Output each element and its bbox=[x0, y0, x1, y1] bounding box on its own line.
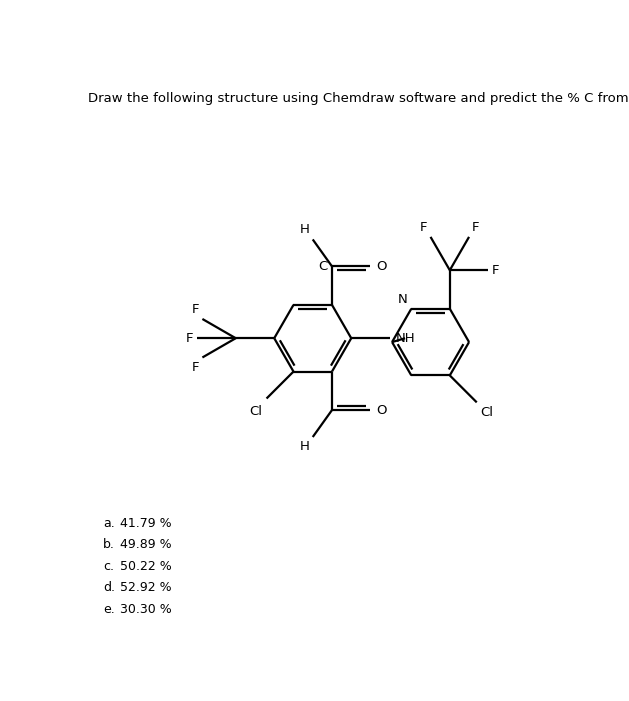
Text: 49.89 %: 49.89 % bbox=[120, 538, 172, 551]
Text: O: O bbox=[377, 260, 387, 273]
Text: Cl: Cl bbox=[481, 406, 494, 419]
Text: F: F bbox=[186, 332, 193, 345]
Text: N: N bbox=[398, 294, 408, 306]
Text: H: H bbox=[300, 224, 309, 236]
Text: F: F bbox=[420, 221, 428, 234]
Text: 52.92 %: 52.92 % bbox=[120, 581, 172, 594]
Text: F: F bbox=[492, 264, 499, 277]
Text: 30.30 %: 30.30 % bbox=[120, 603, 172, 615]
Text: Cl: Cl bbox=[249, 404, 262, 418]
Text: F: F bbox=[192, 303, 199, 316]
Text: b.: b. bbox=[103, 538, 115, 551]
Text: F: F bbox=[192, 360, 199, 374]
Text: O: O bbox=[377, 404, 387, 416]
Text: NH: NH bbox=[396, 332, 416, 345]
Text: 50.22 %: 50.22 % bbox=[120, 559, 172, 573]
Text: H: H bbox=[300, 440, 309, 453]
Text: 41.79 %: 41.79 % bbox=[120, 517, 172, 529]
Text: d.: d. bbox=[103, 581, 115, 594]
Text: Draw the following structure using Chemdraw software and predict the % C from th: Draw the following structure using Chemd… bbox=[88, 92, 629, 105]
Text: F: F bbox=[472, 221, 480, 234]
Text: e.: e. bbox=[103, 603, 115, 615]
Text: C: C bbox=[318, 260, 327, 273]
Text: c.: c. bbox=[103, 559, 114, 573]
Text: a.: a. bbox=[103, 517, 115, 529]
